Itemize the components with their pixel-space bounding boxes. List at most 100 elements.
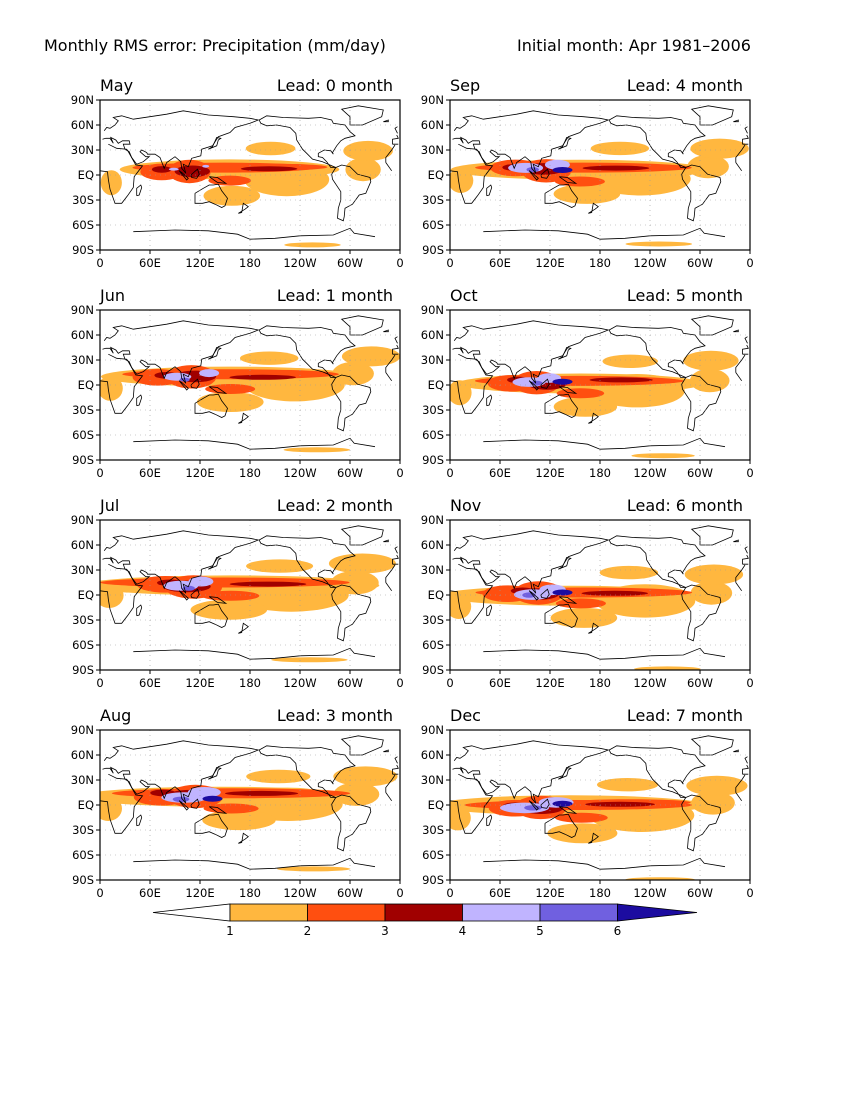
rmse-field-1 bbox=[599, 565, 659, 580]
coastline bbox=[102, 530, 399, 594]
lon-tick-label: 60W bbox=[687, 466, 713, 480]
coastline bbox=[608, 535, 706, 588]
panel-month: Dec bbox=[450, 706, 481, 725]
rmse-field-2 bbox=[201, 590, 260, 601]
coastline bbox=[558, 767, 572, 780]
coastline bbox=[452, 740, 749, 804]
lon-tick-label: 0 bbox=[96, 466, 103, 480]
coastline bbox=[558, 806, 578, 814]
coastline bbox=[733, 749, 739, 753]
rmse-field-1 bbox=[246, 769, 311, 784]
rmse-field-1 bbox=[553, 396, 618, 417]
rmse-field-2 bbox=[203, 803, 259, 814]
rmse-field-2 bbox=[555, 598, 606, 609]
lat-tick-label: 60S bbox=[72, 638, 94, 652]
coastline bbox=[238, 412, 249, 424]
colorbar: 1 2 3 4 5 6 bbox=[152, 903, 698, 938]
coastline bbox=[136, 394, 143, 407]
rmse-field-1 bbox=[631, 453, 695, 459]
lon-tick-label: 180 bbox=[239, 886, 261, 900]
coastline bbox=[452, 110, 749, 174]
coastline bbox=[194, 393, 228, 418]
coastline bbox=[331, 374, 372, 432]
coastline bbox=[544, 813, 578, 838]
coastline bbox=[136, 604, 143, 617]
rmse-field-6 bbox=[552, 800, 573, 807]
lat-tick-label: 90N bbox=[421, 723, 444, 737]
lat-tick-label: 30N bbox=[71, 143, 94, 157]
lat-tick-label: 90S bbox=[422, 873, 444, 887]
rmse-field-1 bbox=[100, 170, 122, 196]
coastline bbox=[194, 183, 228, 208]
lat-tick-label: EQ bbox=[428, 168, 444, 182]
lat-tick-label: 90S bbox=[72, 453, 94, 467]
lat-tick-label: 30N bbox=[421, 563, 444, 577]
coastline bbox=[178, 590, 189, 601]
coastline bbox=[208, 557, 222, 570]
rmse-field-4 bbox=[202, 164, 210, 168]
rmse-field-5 bbox=[172, 796, 190, 802]
lat-tick-label: 60S bbox=[422, 638, 444, 652]
coastline bbox=[102, 110, 399, 174]
lat-tick-label: EQ bbox=[78, 168, 94, 182]
coastline bbox=[486, 184, 493, 197]
coastline bbox=[208, 176, 228, 184]
gridlines bbox=[450, 310, 750, 460]
lat-tick-label: 60S bbox=[72, 428, 94, 442]
coastline bbox=[690, 525, 734, 546]
lat-tick-label: 90S bbox=[422, 453, 444, 467]
lon-tick-label: 0 bbox=[96, 256, 103, 270]
initial-month-label: Initial month: Apr 1981–2006 bbox=[517, 36, 751, 55]
colorbar-label: 5 bbox=[536, 924, 544, 938]
coastline bbox=[681, 794, 722, 852]
rmse-field-6 bbox=[552, 589, 573, 596]
coastline bbox=[608, 745, 706, 798]
coastline bbox=[258, 325, 356, 378]
lon-tick-label: 0 bbox=[746, 466, 753, 480]
lon-tick-label: 180 bbox=[589, 466, 611, 480]
lon-tick-label: 120W bbox=[633, 886, 666, 900]
coastline bbox=[733, 119, 739, 123]
panel-lead: Lead: 5 month bbox=[627, 286, 743, 305]
colorbar-bin-3-4 bbox=[384, 903, 463, 922]
coastline bbox=[383, 749, 389, 753]
rmse-field-6 bbox=[202, 795, 223, 802]
colorbar-bin-1-2 bbox=[229, 903, 308, 922]
coastline bbox=[681, 584, 722, 642]
lon-tick-label: 180 bbox=[589, 256, 611, 270]
lat-tick-label: EQ bbox=[78, 378, 94, 392]
coastline bbox=[528, 590, 539, 601]
lat-tick-label: 60N bbox=[71, 538, 94, 552]
rmse-field-4 bbox=[168, 167, 179, 171]
lat-tick-label: 30S bbox=[422, 403, 444, 417]
coastline bbox=[383, 539, 389, 543]
lat-tick-label: 90S bbox=[72, 873, 94, 887]
coastline bbox=[258, 535, 356, 588]
rmse-field-6 bbox=[552, 378, 573, 385]
rmse-field-1 bbox=[547, 823, 618, 844]
lat-tick-label: 60N bbox=[421, 118, 444, 132]
lat-tick-label: 90N bbox=[71, 723, 94, 737]
lon-tick-label: 60W bbox=[687, 886, 713, 900]
rmse-field-1 bbox=[330, 571, 379, 595]
rmse-field-3 bbox=[224, 790, 299, 796]
panel-lead: Lead: 3 month bbox=[277, 706, 393, 725]
lat-tick-label: EQ bbox=[428, 378, 444, 392]
rmse-field-1 bbox=[190, 599, 268, 620]
lon-tick-label: 0 bbox=[446, 886, 453, 900]
lon-tick-label: 120E bbox=[185, 256, 214, 270]
lat-tick-label: 90N bbox=[421, 303, 444, 317]
rmse-field-1 bbox=[450, 380, 472, 406]
lon-tick-label: 120E bbox=[185, 466, 214, 480]
rmse-field-1 bbox=[450, 805, 471, 831]
rmse-field-4 bbox=[199, 369, 220, 378]
lat-tick-label: 30N bbox=[71, 563, 94, 577]
lon-tick-label: 0 bbox=[446, 466, 453, 480]
rmse-field-3 bbox=[229, 581, 307, 587]
coastline bbox=[744, 756, 748, 764]
lon-tick-label: 60E bbox=[489, 466, 511, 480]
coastline bbox=[208, 347, 222, 360]
coastline bbox=[486, 604, 493, 617]
lon-tick-label: 120W bbox=[283, 676, 316, 690]
